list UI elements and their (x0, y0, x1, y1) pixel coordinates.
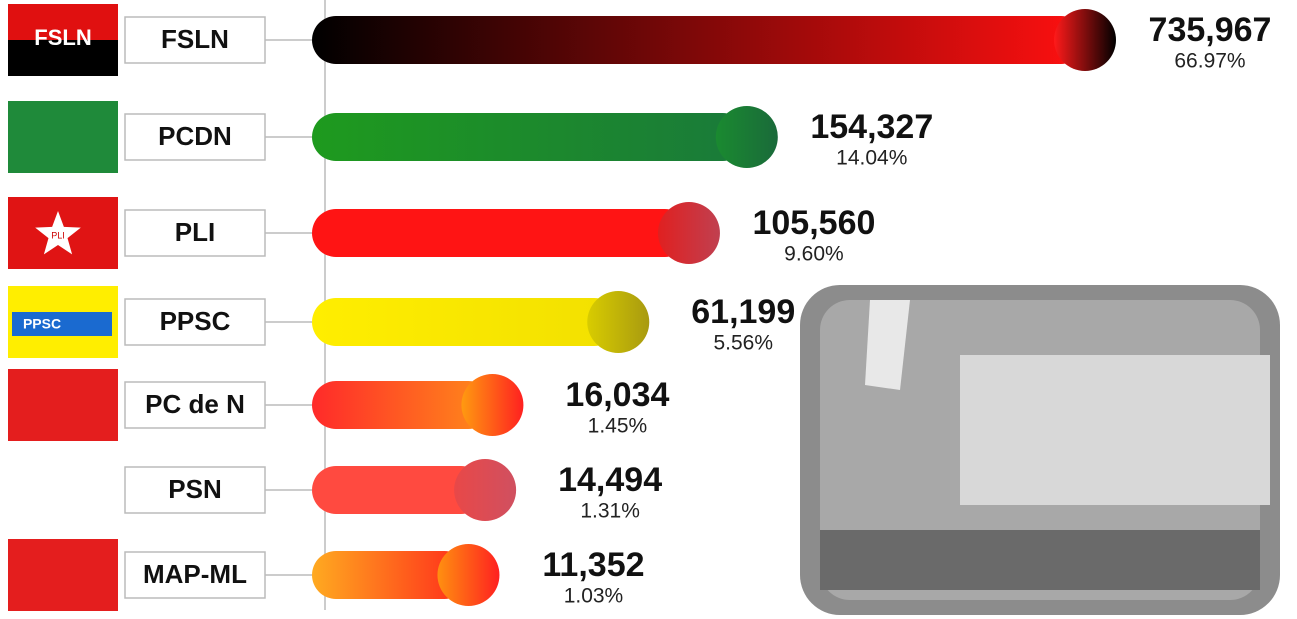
percent-label: 5.56% (713, 332, 773, 355)
category-label: PSN (168, 474, 221, 504)
bar-cap (437, 544, 499, 606)
bar (312, 298, 618, 346)
chart: FSLN FSLN 735,96766.97% PCDN 154,32714.04% PL… (0, 0, 1297, 619)
value-label: 14,494 (558, 461, 662, 499)
bar-cap (1054, 9, 1116, 71)
logo-text: PLI (51, 230, 65, 240)
party-logo (8, 369, 118, 441)
bar-cap (716, 106, 778, 168)
percent-label: 14.04% (836, 147, 907, 170)
photo (800, 285, 1280, 615)
party-logo (8, 454, 118, 526)
bar-cap (461, 374, 523, 436)
category-label: MAP-ML (143, 559, 247, 589)
value-label: 154,327 (810, 108, 933, 146)
category-label: PCDN (158, 121, 232, 151)
category-label: PPSC (160, 306, 231, 336)
logo-text: PPSC (23, 316, 61, 332)
value-label: 11,352 (542, 546, 644, 584)
bar-cap (658, 202, 720, 264)
percent-label: 66.97% (1174, 50, 1245, 73)
logo-text: FSLN (34, 25, 91, 50)
bar-cap (454, 459, 516, 521)
value-label: 61,199 (691, 293, 795, 331)
value-label: 105,560 (752, 204, 875, 242)
value-label: 735,967 (1149, 11, 1272, 49)
category-label: PLI (175, 217, 215, 247)
bar (312, 209, 689, 257)
party-logo (8, 539, 118, 611)
bar-cap (587, 291, 649, 353)
bar (312, 16, 1085, 64)
percent-label: 1.03% (564, 585, 624, 608)
percent-label: 9.60% (784, 243, 844, 266)
percent-label: 1.31% (580, 500, 640, 523)
percent-label: 1.45% (588, 415, 648, 438)
category-label: PC de N (145, 389, 245, 419)
value-label: 16,034 (565, 376, 669, 414)
bar (312, 113, 747, 161)
party-logo (8, 101, 118, 173)
category-label: FSLN (161, 24, 229, 54)
